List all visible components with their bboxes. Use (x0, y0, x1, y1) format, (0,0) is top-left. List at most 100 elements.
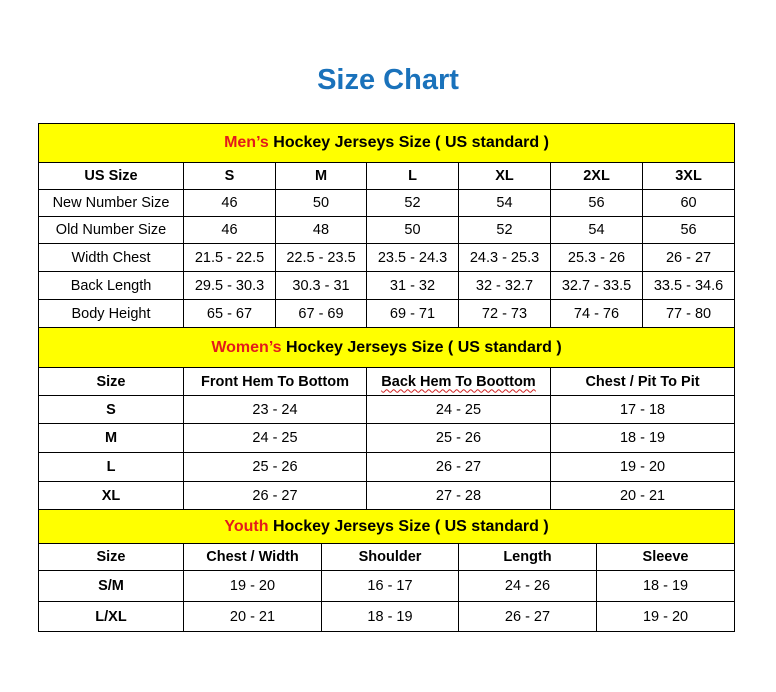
table-cell: 72 - 73 (458, 299, 551, 328)
column-header: Chest / Pit To Pit (549, 367, 736, 396)
table-row: S/M 19 - 20 16 - 17 24 - 26 18 - 19 (38, 570, 736, 602)
table-row: L 25 - 26 26 - 27 19 - 20 (38, 452, 736, 482)
table-cell: 23.5 - 24.3 (366, 243, 459, 272)
table-cell: 60 (641, 189, 736, 217)
column-header-row: Size Front Hem To Bottom Back Hem To Boott… (38, 367, 736, 396)
table-cell: 24.3 - 25.3 (458, 243, 551, 272)
table-cell: 22.5 - 23.5 (275, 243, 367, 272)
table-cell: 50 (275, 189, 367, 217)
table-cell: 23 - 24 (183, 395, 367, 424)
column-header: Size (38, 367, 184, 396)
table-cell: 18 - 19 (595, 570, 736, 602)
table-cell: 65 - 67 (183, 299, 276, 328)
column-header-row: US Size S M L XL 2XL 3XL (38, 162, 736, 190)
table-cell: 32 - 32.7 (458, 271, 551, 300)
table-cell: 24 - 25 (183, 423, 367, 453)
row-label: Width Chest (38, 243, 184, 272)
table-cell: 52 (458, 216, 551, 244)
table-cell: 16 - 17 (321, 570, 459, 602)
column-header-label: L (408, 168, 417, 184)
table-cell: 26 - 27 (641, 243, 736, 272)
section-header-accent: Women’s (211, 338, 282, 356)
women-section-header: Women’s Hockey Jerseys Size ( US standar… (37, 327, 736, 368)
column-header: 3XL (641, 162, 736, 190)
table-cell: 18 - 19 (321, 601, 459, 632)
column-header-label: US Size (84, 168, 138, 184)
row-label: S (38, 395, 184, 424)
table-cell: 24 - 25 (366, 395, 551, 424)
page-title: Size Chart (317, 64, 459, 96)
section-header-accent: Youth (224, 517, 269, 535)
row-label: Old Number Size (38, 216, 184, 244)
column-header: Size (38, 543, 184, 571)
column-header: XL (458, 162, 551, 190)
column-header: Sleeve (595, 543, 736, 571)
column-header: Front Hem To Bottom (183, 367, 367, 396)
column-header-label: Front Hem To Bottom (201, 373, 349, 390)
column-header-label: Back Hem To Boottom (381, 373, 536, 390)
table-cell: 26 - 27 (366, 452, 551, 482)
table-cell: 54 (550, 216, 643, 244)
table-cell: 67 - 69 (275, 299, 367, 328)
table-cell: 74 - 76 (550, 299, 643, 328)
column-header-label: Chest / Pit To Pit (585, 373, 700, 390)
table-cell: 46 (183, 216, 276, 244)
women-size-table: Women’s Hockey Jerseys Size ( US standar… (37, 327, 736, 510)
column-header-label: Shoulder (358, 549, 422, 565)
table-row: Width Chest 21.5 - 22.5 22.5 - 23.5 23.5 - … (38, 243, 736, 272)
table-cell: 25.3 - 26 (550, 243, 643, 272)
column-header: US Size (38, 162, 184, 190)
youth-section-header: Youth Hockey Jerseys Size ( US standard … (37, 509, 736, 544)
section-header-text: Hockey Jerseys Size ( US standard ) (281, 338, 562, 356)
table-cell: 50 (366, 216, 459, 244)
table-cell: 56 (550, 189, 643, 217)
column-header: M (275, 162, 367, 190)
table-row: Body Height 65 - 67 67 - 69 69 - 71 72 - 73 7… (38, 299, 736, 328)
table-cell: 24 - 26 (458, 570, 597, 602)
table-cell: 56 (641, 216, 736, 244)
column-header-label: Size (96, 549, 126, 565)
table-cell: 29.5 - 30.3 (183, 271, 276, 300)
table-cell: 26 - 27 (183, 481, 367, 510)
column-header-label: 3XL (675, 168, 702, 184)
row-label: L/XL (38, 601, 184, 632)
table-cell: 54 (458, 189, 551, 217)
table-row: XL 26 - 27 27 - 28 20 - 21 (38, 481, 736, 510)
row-label: New Number Size (38, 189, 184, 217)
table-cell: 21.5 - 22.5 (183, 243, 276, 272)
column-header-label: Length (503, 549, 552, 565)
column-header-label: S (224, 168, 235, 184)
column-header-label: M (314, 168, 328, 184)
column-header: S (183, 162, 276, 190)
row-label: M (38, 423, 184, 453)
column-header: 2XL (550, 162, 643, 190)
table-cell: 48 (275, 216, 367, 244)
row-label: Body Height (38, 299, 184, 328)
column-header-label: Chest / Width (206, 549, 299, 565)
column-header-row: Size Chest / Width Shoulder Length Sleeve (38, 543, 736, 571)
column-header-label: Sleeve (642, 549, 689, 565)
section-header-accent: Men’s (224, 134, 269, 151)
table-cell: 25 - 26 (366, 423, 551, 453)
table-cell: 20 - 21 (183, 601, 322, 632)
table-cell: 31 - 32 (366, 271, 459, 300)
table-cell: 27 - 28 (366, 481, 551, 510)
men-size-table: Men’s Hockey Jerseys Size ( US standard … (37, 123, 736, 328)
table-cell: 20 - 21 (549, 481, 736, 510)
table-cell: 19 - 20 (595, 601, 736, 632)
youth-size-table: Youth Hockey Jerseys Size ( US standard … (37, 509, 736, 632)
column-header: Back Hem To Boottom (366, 367, 551, 396)
column-header: Length (458, 543, 597, 571)
column-header-label: Size (96, 373, 126, 390)
table-cell: 46 (183, 189, 276, 217)
table-row: S 23 - 24 24 - 25 17 - 18 (38, 395, 736, 424)
table-cell: 69 - 71 (366, 299, 459, 328)
column-header: Shoulder (321, 543, 459, 571)
column-header-label: XL (495, 168, 514, 184)
row-label: Back Length (38, 271, 184, 300)
section-header-text: Hockey Jerseys Size ( US standard ) (268, 134, 549, 151)
column-header: L (366, 162, 459, 190)
table-cell: 19 - 20 (549, 452, 736, 482)
table-row: Back Length 29.5 - 30.3 30.3 - 31 31 - 32 32… (38, 271, 736, 300)
table-row: M 24 - 25 25 - 26 18 - 19 (38, 423, 736, 453)
